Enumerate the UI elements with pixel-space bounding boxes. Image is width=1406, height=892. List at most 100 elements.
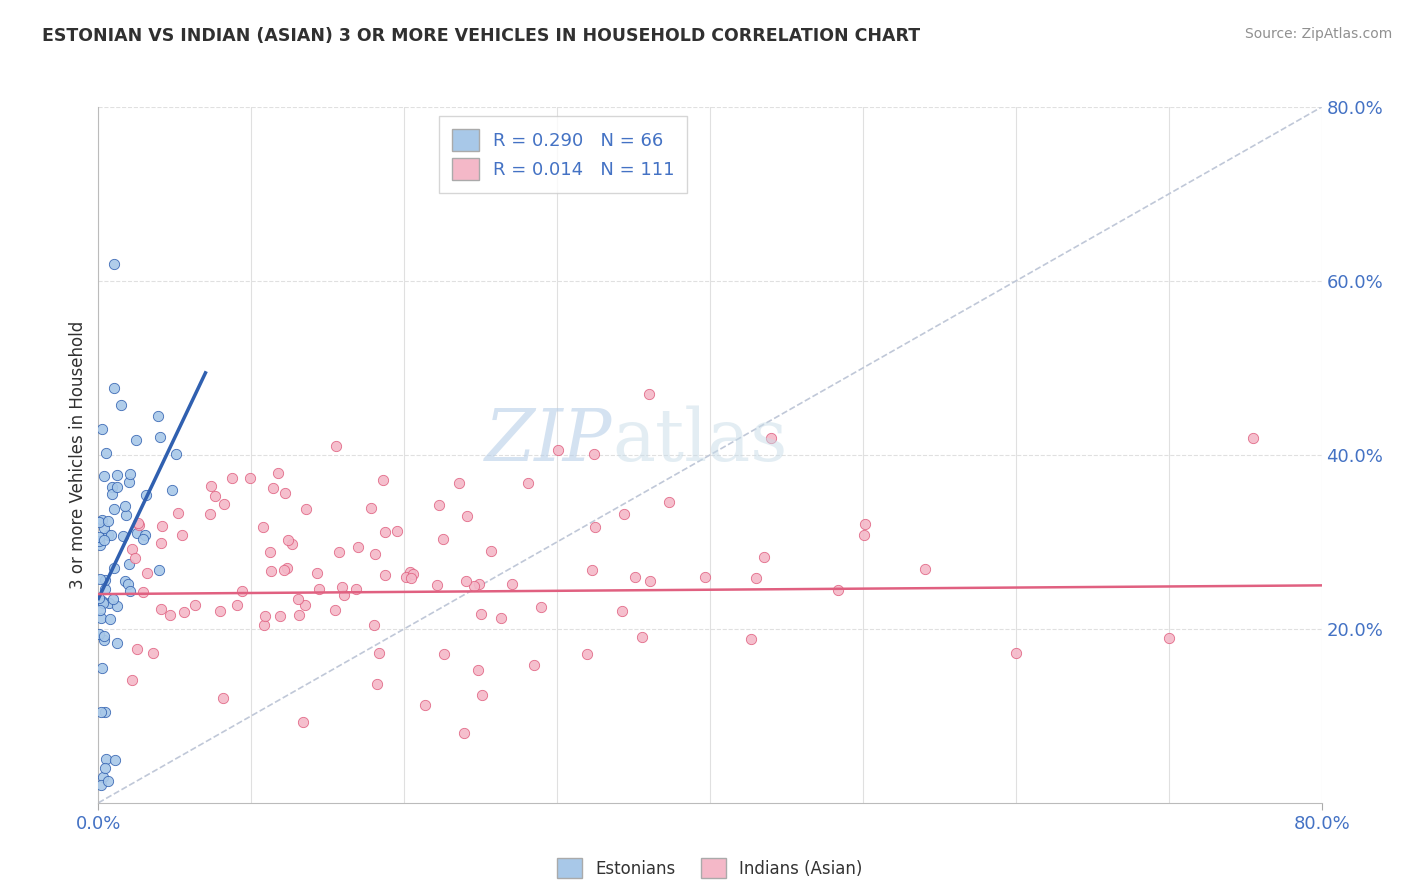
Point — [231, 584, 253, 599]
Point — [160, 483, 183, 497]
Point — [97, 774, 120, 789]
Point — [128, 518, 150, 533]
Point — [1005, 646, 1028, 660]
Point — [328, 545, 350, 559]
Point — [914, 562, 936, 576]
Point — [399, 565, 422, 579]
Point — [89, 603, 111, 617]
Point — [93, 706, 115, 720]
Point — [467, 663, 489, 677]
Point — [184, 598, 207, 612]
Point — [266, 466, 288, 480]
Point — [277, 533, 299, 547]
Point — [103, 256, 125, 270]
Point — [142, 646, 165, 660]
Text: Source: ZipAtlas.com: Source: ZipAtlas.com — [1244, 27, 1392, 41]
Point — [98, 612, 121, 626]
Point — [333, 588, 356, 602]
Point — [135, 488, 157, 502]
Point — [523, 658, 546, 673]
Point — [1241, 430, 1264, 444]
Point — [91, 596, 114, 610]
Point — [470, 607, 492, 622]
Point — [827, 583, 849, 598]
Point — [613, 507, 636, 521]
Point — [93, 632, 115, 647]
Point — [127, 641, 149, 656]
Point — [344, 582, 367, 597]
Point — [456, 509, 478, 524]
Point — [530, 599, 553, 614]
Point — [135, 566, 157, 581]
Point — [252, 520, 274, 534]
Point — [132, 585, 155, 599]
Point — [204, 489, 226, 503]
Point — [374, 567, 396, 582]
Point — [124, 551, 146, 566]
Point — [583, 519, 606, 533]
Point — [121, 541, 143, 556]
Point — [364, 547, 387, 561]
Point — [363, 618, 385, 632]
Point — [325, 439, 347, 453]
Point — [112, 529, 135, 543]
Point — [146, 409, 169, 423]
Point — [479, 544, 502, 558]
Point — [280, 537, 302, 551]
Point — [395, 569, 418, 583]
Point — [110, 398, 132, 412]
Point — [366, 677, 388, 691]
Point — [292, 714, 315, 729]
Point — [100, 528, 122, 542]
Point — [89, 533, 111, 548]
Point — [740, 632, 762, 646]
Point — [454, 574, 477, 589]
Point — [105, 480, 128, 494]
Point — [159, 608, 181, 623]
Point — [576, 648, 599, 662]
Point — [638, 387, 661, 401]
Point — [610, 604, 633, 618]
Point — [118, 557, 141, 571]
Point — [90, 611, 112, 625]
Point — [253, 608, 276, 623]
Point — [101, 591, 124, 606]
Point — [209, 604, 232, 618]
Point — [259, 545, 281, 559]
Point — [399, 571, 422, 585]
Point — [90, 661, 112, 675]
Point — [581, 564, 603, 578]
Point — [89, 572, 111, 586]
Point — [89, 530, 111, 544]
Point — [308, 582, 330, 597]
Point — [127, 526, 149, 541]
Point — [385, 524, 408, 539]
Point — [91, 770, 114, 784]
Point — [148, 563, 170, 577]
Point — [463, 579, 485, 593]
Point — [468, 577, 491, 591]
Point — [91, 422, 114, 436]
Point — [93, 761, 115, 775]
Point — [165, 447, 187, 461]
Point — [332, 580, 354, 594]
Point — [260, 564, 283, 578]
Legend: Estonians, Indians (Asian): Estonians, Indians (Asian) — [551, 851, 869, 885]
Point — [105, 636, 128, 650]
Point — [239, 471, 262, 485]
Text: ESTONIAN VS INDIAN (ASIAN) 3 OR MORE VEHICLES IN HOUSEHOLD CORRELATION CHART: ESTONIAN VS INDIAN (ASIAN) 3 OR MORE VEH… — [42, 27, 921, 45]
Point — [373, 473, 395, 487]
Point — [360, 501, 382, 516]
Point — [582, 447, 605, 461]
Point — [105, 468, 128, 483]
Point — [93, 533, 115, 547]
Point — [118, 475, 141, 490]
Point — [125, 433, 148, 447]
Point — [427, 498, 450, 512]
Point — [516, 476, 538, 491]
Point — [852, 528, 875, 542]
Point — [90, 705, 112, 719]
Point — [471, 688, 494, 702]
Point — [489, 610, 512, 624]
Point — [114, 499, 136, 513]
